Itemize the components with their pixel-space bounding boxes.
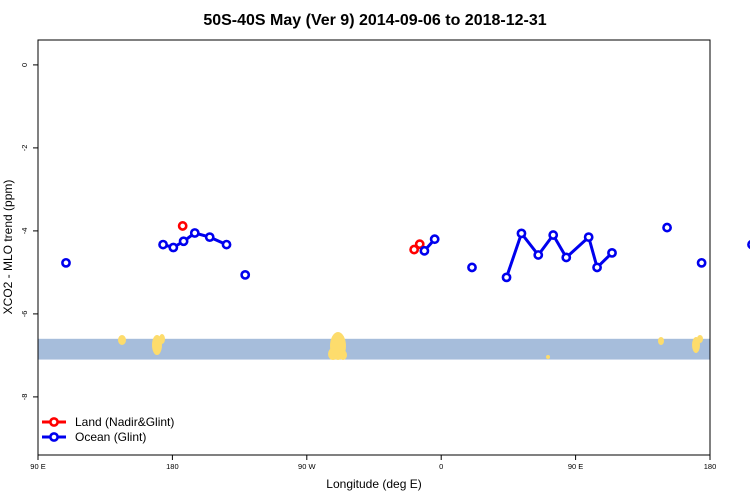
map-land-7: [658, 337, 664, 345]
map-ocean: [38, 338, 710, 360]
x-tick-label: 180: [166, 462, 179, 471]
data-point: [61, 257, 71, 268]
legend-label: Land (Nadir&Glint): [75, 415, 174, 429]
series-layer: [61, 221, 750, 283]
x-axis-label: Longitude (deg E): [326, 477, 421, 491]
x-tick-label: 90 W: [298, 462, 316, 471]
plot-frame-group: [37, 39, 711, 456]
data-point: [533, 250, 544, 260]
map-land-5: [339, 350, 347, 360]
map-land-4: [328, 348, 338, 360]
legend-marker: [49, 432, 59, 442]
data-point: [467, 262, 477, 273]
y-axis-label: XCO2 - MLO trend (ppm): [1, 180, 15, 315]
legend: Land (Nadir&Glint)Ocean (Glint): [42, 415, 174, 444]
data-point: [696, 257, 707, 268]
map-land-9: [697, 335, 703, 343]
data-point: [662, 222, 672, 233]
data-point: [204, 232, 215, 243]
x-tick-label: 90 E: [30, 462, 45, 471]
data-point: [189, 228, 200, 238]
y-tick-label: -6: [20, 311, 29, 318]
legend-label: Ocean (Glint): [75, 430, 146, 444]
y-tick-label: -8: [20, 394, 29, 401]
x-tick-label: 90 E: [568, 462, 583, 471]
data-point: [516, 228, 527, 239]
y-tick-label: -2: [20, 145, 29, 152]
data-point: [548, 230, 559, 240]
data-point: [414, 239, 425, 250]
x-tick-label: 180: [704, 462, 717, 471]
data-point: [168, 242, 179, 253]
plot-frame: [37, 39, 711, 456]
map-land-0: [118, 335, 126, 345]
data-point: [158, 239, 168, 250]
data-point: [561, 252, 572, 263]
data-point: [221, 239, 232, 250]
data-point: [178, 236, 189, 247]
data-point: [240, 269, 251, 280]
y-tick-label: -4: [20, 228, 29, 235]
data-point: [501, 272, 512, 283]
data-point: [583, 232, 594, 243]
x-axis: 90 E 180 90 W 0 90 E 180: [30, 455, 716, 471]
legend-marker: [49, 417, 59, 427]
map-strip: [38, 332, 710, 360]
y-axis: 0 -2 -4 -6 -8: [20, 63, 38, 400]
data-point: [592, 262, 602, 273]
map-land-2: [159, 334, 165, 344]
data-point: [177, 221, 188, 231]
y-tick-label: 0: [20, 63, 29, 67]
chart-title: 50S-40S May (Ver 9) 2014-09-06 to 2018-1…: [203, 12, 546, 29]
map-land-6: [546, 355, 550, 359]
data-point: [429, 234, 440, 245]
data-point: [409, 244, 420, 255]
data-point: [419, 245, 430, 256]
data-point: [607, 247, 617, 258]
x-tick-label: 0: [439, 462, 443, 471]
